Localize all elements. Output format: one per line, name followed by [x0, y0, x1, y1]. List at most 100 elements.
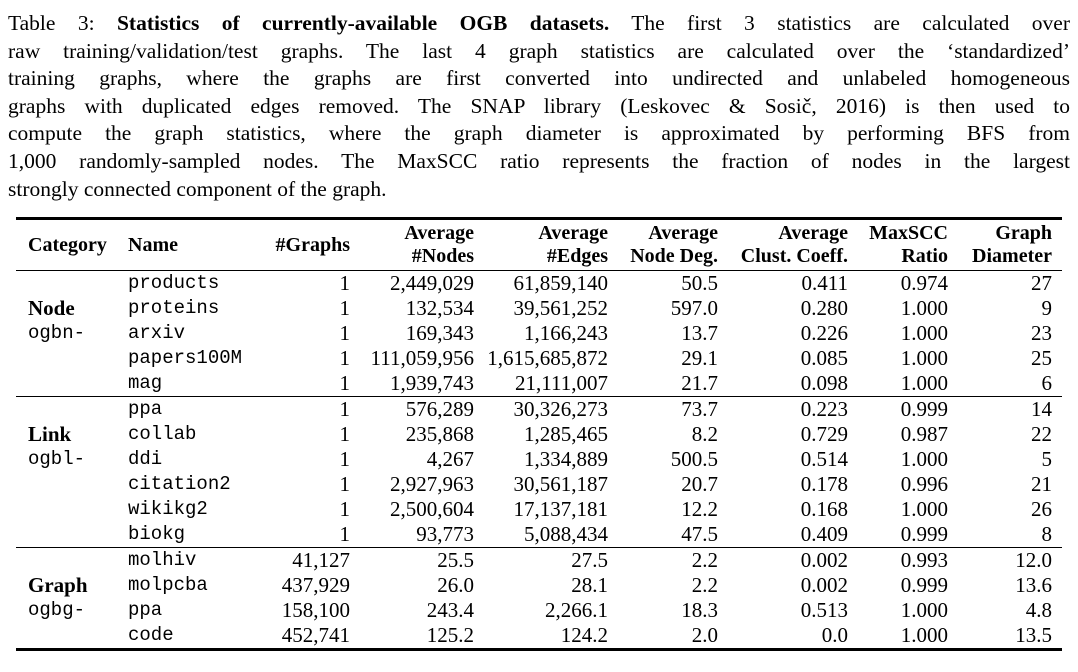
cell-graph-diameter: 4.8: [1025, 598, 1052, 622]
cell-avg-clust-coeff: 0.729: [800, 422, 848, 446]
cell-avg-nodes: 125.2: [426, 623, 474, 647]
col-header-avg-edges: Average #Edges: [476, 219, 610, 271]
cell-avg-nodes: 1,939,743: [390, 371, 474, 395]
cell-avg-edges: 27.5: [571, 548, 608, 572]
cell-avg-clust-coeff: 0.513: [800, 598, 848, 622]
header-label: Category: [28, 233, 107, 256]
cell-graphs: 1: [339, 371, 351, 395]
cell-maxscc-ratio: 1.000: [900, 447, 948, 471]
category-cell-graph: Graph ogbg-: [16, 548, 122, 650]
cell-maxscc-ratio: 0.999: [900, 573, 948, 597]
cell-graphs: 1: [339, 346, 351, 370]
cell-graphs: 437,929: [281, 573, 350, 597]
cell-avg-node-deg: 73.7: [681, 397, 718, 421]
caption-table-number: Table 3:: [8, 11, 117, 35]
table-row: mag 1 1,939,743 21,111,007 21.7 0.098 1.…: [16, 371, 1062, 397]
table-row: papers100M 1 111,059,956 1,615,685,872 2…: [16, 346, 1062, 371]
cell-name: papers100M: [128, 347, 243, 369]
header-label: Average: [404, 222, 474, 244]
cell-name: ppa: [128, 398, 163, 420]
header-label: Node Deg.: [630, 245, 718, 267]
cell-name: molpcba: [128, 574, 208, 596]
cell-name: citation2: [128, 473, 231, 495]
cell-avg-clust-coeff: 0.0: [821, 623, 848, 647]
cell-avg-node-deg: 13.7: [681, 321, 718, 345]
cell-graph-diameter: 13.5: [1015, 623, 1052, 647]
cell-graph-diameter: 23: [1031, 321, 1052, 345]
cell-avg-edges: 1,334,889: [524, 447, 608, 471]
cell-graphs: 158,100: [281, 598, 350, 622]
cell-avg-node-deg: 597.0: [670, 296, 718, 320]
caption-title-bold: Statistics of currently-available OGB da…: [116, 11, 610, 35]
cell-avg-clust-coeff: 0.411: [801, 271, 848, 295]
group-node: Node ogbn- products 1 2,449,029 61,859,1…: [16, 270, 1062, 397]
cell-graphs: 1: [339, 447, 351, 471]
cell-avg-nodes: 132,534: [405, 296, 474, 320]
cell-name: mag: [128, 372, 163, 394]
cell-graphs: 1: [339, 472, 351, 496]
cell-avg-nodes: 25.5: [437, 548, 474, 572]
cell-maxscc-ratio: 0.993: [900, 548, 948, 572]
header-row: Category Name #Graphs Average #Nodes Aver…: [16, 219, 1062, 271]
cell-avg-edges: 1,615,685,872: [487, 346, 608, 370]
cell-graphs: 1: [339, 422, 351, 446]
category-label: Graph: [28, 573, 88, 597]
cell-avg-edges: 1,285,465: [524, 422, 608, 446]
header-label: Average: [648, 222, 718, 244]
cell-avg-edges: 30,326,273: [513, 397, 609, 421]
cell-avg-edges: 17,137,181: [513, 497, 609, 521]
table-row: Graph ogbg- molhiv 41,127 25.5 27.5 2.2 …: [16, 548, 1062, 621]
category-label: Link: [28, 422, 72, 446]
cell-maxscc-ratio: 0.999: [900, 522, 948, 546]
cell-avg-clust-coeff: 0.168: [800, 497, 848, 521]
col-header-name: Name: [122, 219, 248, 271]
table-row: citation2 1 2,927,963 30,561,187 20.7 0.…: [16, 472, 1062, 497]
cell-graph-diameter: 12.0: [1015, 548, 1052, 572]
cell-graphs: 1: [339, 522, 351, 546]
cell-avg-node-deg: 12.2: [681, 497, 718, 521]
cell-name: molhiv: [128, 549, 197, 571]
cell-name: ddi: [128, 448, 163, 470]
cell-name: proteins: [128, 297, 220, 319]
cell-name: ppa: [128, 599, 163, 621]
stats-table: Category Name #Graphs Average #Nodes Aver…: [16, 217, 1062, 651]
cell-graph-diameter: 26: [1031, 497, 1052, 521]
cell-name: collab: [128, 423, 197, 445]
cell-avg-nodes: 2,500,604: [390, 497, 474, 521]
cell-avg-node-deg: 2.2: [691, 548, 718, 572]
cell-maxscc-ratio: 1.000: [900, 346, 948, 370]
cell-maxscc-ratio: 0.996: [900, 472, 948, 496]
header-label: Diameter: [972, 245, 1052, 267]
cell-avg-clust-coeff: 0.226: [800, 321, 848, 345]
cell-avg-nodes: 4,267: [426, 447, 474, 471]
cell-avg-clust-coeff: 0.514: [800, 447, 848, 471]
category-label: Node: [28, 296, 75, 320]
group-graph: Graph ogbg- molhiv 41,127 25.5 27.5 2.2 …: [16, 547, 1062, 650]
header-label: Clust. Coeff.: [740, 245, 848, 267]
cell-graphs: 1: [339, 271, 351, 295]
cell-avg-node-deg: 20.7: [681, 472, 718, 496]
cell-maxscc-ratio: 0.999: [900, 397, 948, 421]
cell-avg-nodes: 235,868: [405, 422, 474, 446]
cell-avg-node-deg: 8.2: [691, 422, 718, 446]
col-header-maxscc-ratio: MaxSCC Ratio: [850, 219, 950, 271]
caption-line: 1,000 randomly-sampled nodes. The MaxSCC…: [8, 148, 1070, 173]
cell-avg-node-deg: 29.1: [681, 346, 718, 370]
cell-maxscc-ratio: 1.000: [900, 497, 948, 521]
table-row: Node ogbn- products 1 2,449,029 61,859,1…: [16, 271, 1062, 344]
header-label: Name: [128, 233, 178, 256]
cell-name: products: [128, 272, 220, 294]
col-header-avg-clust-coeff: Average Clust. Coeff.: [720, 219, 850, 271]
cell-avg-edges: 39,561,252: [513, 296, 609, 320]
cell-graphs: 1: [339, 397, 351, 421]
cell-avg-nodes: 26.0: [437, 573, 474, 597]
table-row: molpcba 437,929 26.0 28.1 2.2 0.002 0.99…: [16, 573, 1062, 598]
cell-maxscc-ratio: 0.974: [900, 271, 948, 295]
category-prefix: ogbl-: [28, 448, 86, 470]
table-row: Link ogbl- ppa 1 576,289 30,326,273 73.7…: [16, 397, 1062, 470]
group-link: Link ogbl- ppa 1 576,289 30,326,273 73.7…: [16, 396, 1062, 548]
cell-avg-clust-coeff: 0.098: [800, 371, 848, 395]
header-label: #Nodes: [411, 245, 474, 267]
cell-graphs: 1: [339, 296, 351, 320]
